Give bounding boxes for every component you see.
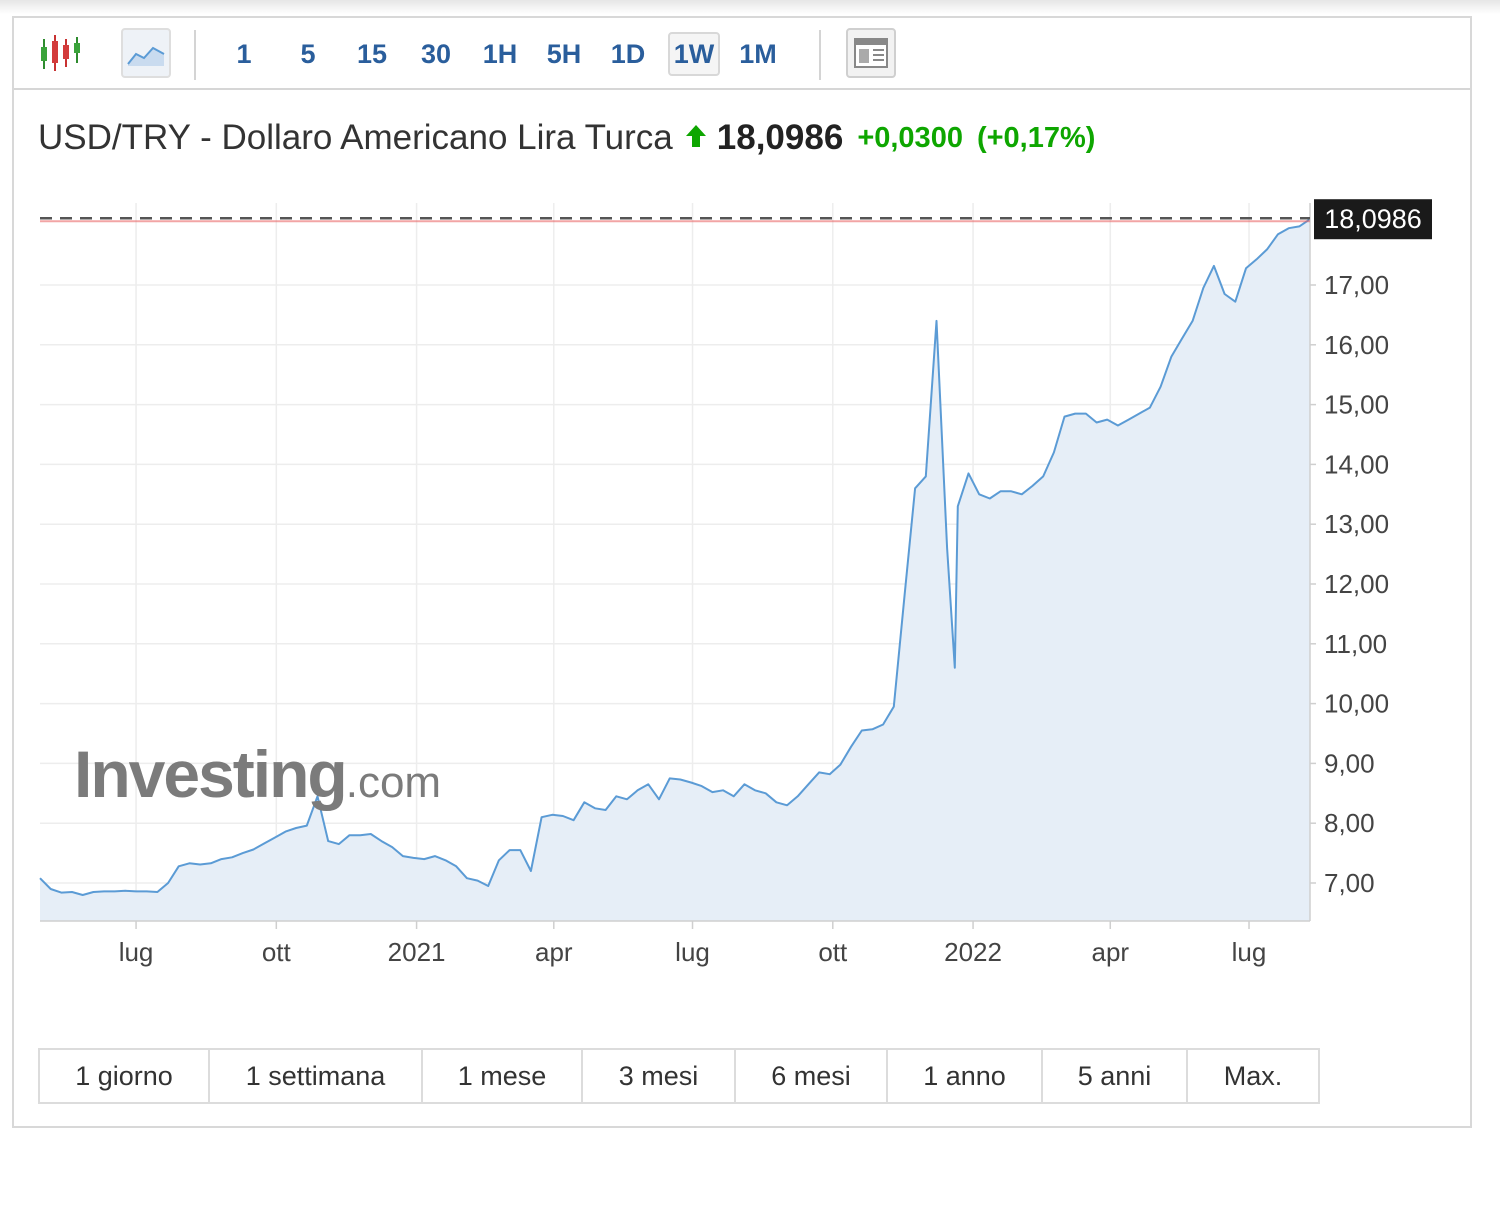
instrument-name: USD/TRY - Dollaro Americano Lira Turca	[38, 118, 673, 157]
y-tick-label: 12,00	[1324, 569, 1389, 599]
y-tick-label: 17,00	[1324, 270, 1389, 300]
period-3-months-button[interactable]: 3 mesi	[583, 1050, 736, 1102]
interval-15-button[interactable]: 15	[356, 39, 388, 69]
interval-1d-button[interactable]: 1D	[610, 39, 646, 69]
interval-1-button[interactable]: 1	[236, 39, 252, 69]
period-1-week-button[interactable]: 1 settimana	[210, 1050, 423, 1102]
arrow-up-icon	[685, 124, 707, 153]
period-max-button[interactable]: Max.	[1223, 1061, 1283, 1091]
period-1-year-button[interactable]: 1 anno	[888, 1050, 1043, 1102]
y-tick-label: 13,00	[1324, 509, 1389, 539]
x-tick-label: ott	[262, 937, 292, 967]
period-6-months-button[interactable]: 6 mesi	[736, 1050, 888, 1102]
series-area	[40, 219, 1310, 921]
interval-5-button[interactable]: 5	[300, 39, 316, 69]
x-tick-label: apr	[535, 937, 573, 967]
x-tick-label: 2021	[388, 937, 446, 967]
interval-1h-button[interactable]: 1H	[482, 39, 518, 69]
price-change: +0,0300	[857, 121, 963, 154]
series-line	[39, 218, 1311, 896]
interval-30-button[interactable]: 30	[420, 39, 452, 69]
toolbar-separator	[819, 30, 821, 80]
x-tick-label: ott	[818, 937, 848, 967]
last-price-tag	[1314, 199, 1432, 240]
candlestick-chart-icon[interactable]	[34, 28, 86, 78]
toolbar-separator	[194, 30, 196, 80]
top-shadow	[0, 0, 1500, 14]
area-chart-icon[interactable]	[121, 28, 171, 78]
x-tick-label: 2022	[944, 937, 1002, 967]
x-tick-label: lug	[675, 937, 710, 967]
period-1-day-button[interactable]: 1 giorno	[40, 1050, 210, 1102]
layout-icon[interactable]	[846, 28, 896, 78]
y-tick-label: 8,00	[1324, 808, 1375, 838]
chart-toolbar: 1 5 15 30 1H 5H 1D 1W 1M	[14, 18, 1470, 90]
period-selector: 1 giorno 1 settimana 1 mese 3 mesi 6 mes…	[38, 1048, 1320, 1104]
x-tick-label: apr	[1091, 937, 1129, 967]
period-1-month-button[interactable]: 1 mese	[423, 1050, 583, 1102]
y-tick-label: 16,00	[1324, 330, 1389, 360]
y-tick-label: 15,00	[1324, 390, 1389, 420]
y-tick-label: 7,00	[1324, 868, 1375, 898]
x-tick-label: lug	[1232, 937, 1267, 967]
interval-5h-button[interactable]: 5H	[546, 39, 582, 69]
investing-logo: Investing.com	[74, 737, 442, 811]
y-tick-label: 11,00	[1324, 629, 1387, 659]
y-tick-label: 9,00	[1324, 748, 1375, 778]
instrument-header: USD/TRY - Dollaro Americano Lira Turca 1…	[38, 116, 1095, 160]
last-price: 18,0986	[716, 118, 844, 157]
interval-1w-button[interactable]: 1W	[668, 32, 720, 76]
last-price-tag-label: 18,0986	[1324, 204, 1422, 234]
period-5-years-button[interactable]: 5 anni	[1043, 1050, 1188, 1102]
price-chart[interactable]: 7,00 8,00 9,00 10,00 11,00 12,00 13,00 14,00 15,…	[14, 18, 1470, 1018]
y-tick-label: 10,00	[1324, 689, 1389, 719]
price-change-percent: (+0,17%)	[976, 121, 1096, 154]
chart-widget: 1 5 15 30 1H 5H 1D 1W 1M USD/TRY - Dolla…	[12, 16, 1472, 1128]
y-tick-label: 14,00	[1324, 449, 1389, 479]
interval-1m-button[interactable]: 1M	[739, 39, 777, 69]
x-tick-label: lug	[119, 937, 154, 967]
